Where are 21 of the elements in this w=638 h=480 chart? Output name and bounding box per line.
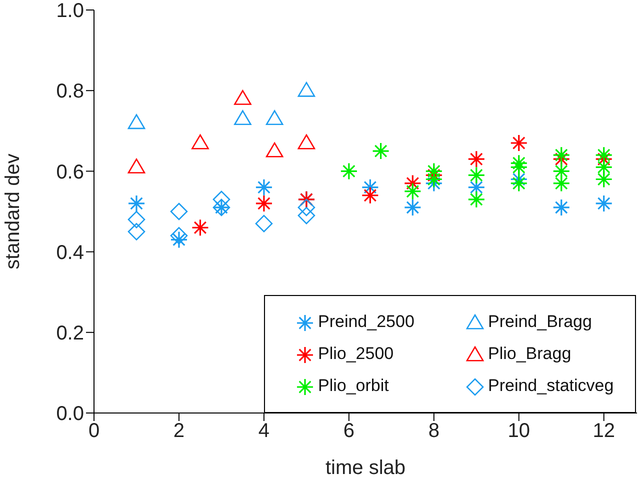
x-tick-label: 2 — [173, 420, 185, 442]
legend-label: Plio_2500 — [318, 344, 394, 364]
x-tick-label: 6 — [343, 420, 354, 442]
legend-label: Preind_staticveg — [488, 376, 614, 396]
legend-label: Plio_orbit — [318, 376, 389, 396]
x-tick-label: 0 — [88, 420, 100, 442]
legend-label: Preind_Bragg — [488, 312, 592, 332]
y-tick-label: 0.6 — [56, 161, 84, 184]
y-tick-label: 0.4 — [56, 242, 84, 264]
x-tick-label: 12 — [592, 420, 615, 442]
y-tick-label: 0.0 — [56, 403, 84, 426]
y-tick-label: 1.0 — [56, 0, 84, 22]
x-tick-label: 4 — [258, 420, 270, 442]
x-tick-label: 10 — [508, 420, 530, 442]
legend-label: Plio_Bragg — [488, 344, 572, 364]
y-tick-label: 0.2 — [56, 322, 84, 344]
x-axis-title: time slab — [325, 457, 406, 479]
legend-label: Preind_2500 — [318, 312, 414, 332]
x-tick-label: 8 — [428, 420, 440, 442]
y-axis-title: standard dev — [2, 154, 24, 270]
y-tick-label: 0.8 — [56, 80, 84, 103]
